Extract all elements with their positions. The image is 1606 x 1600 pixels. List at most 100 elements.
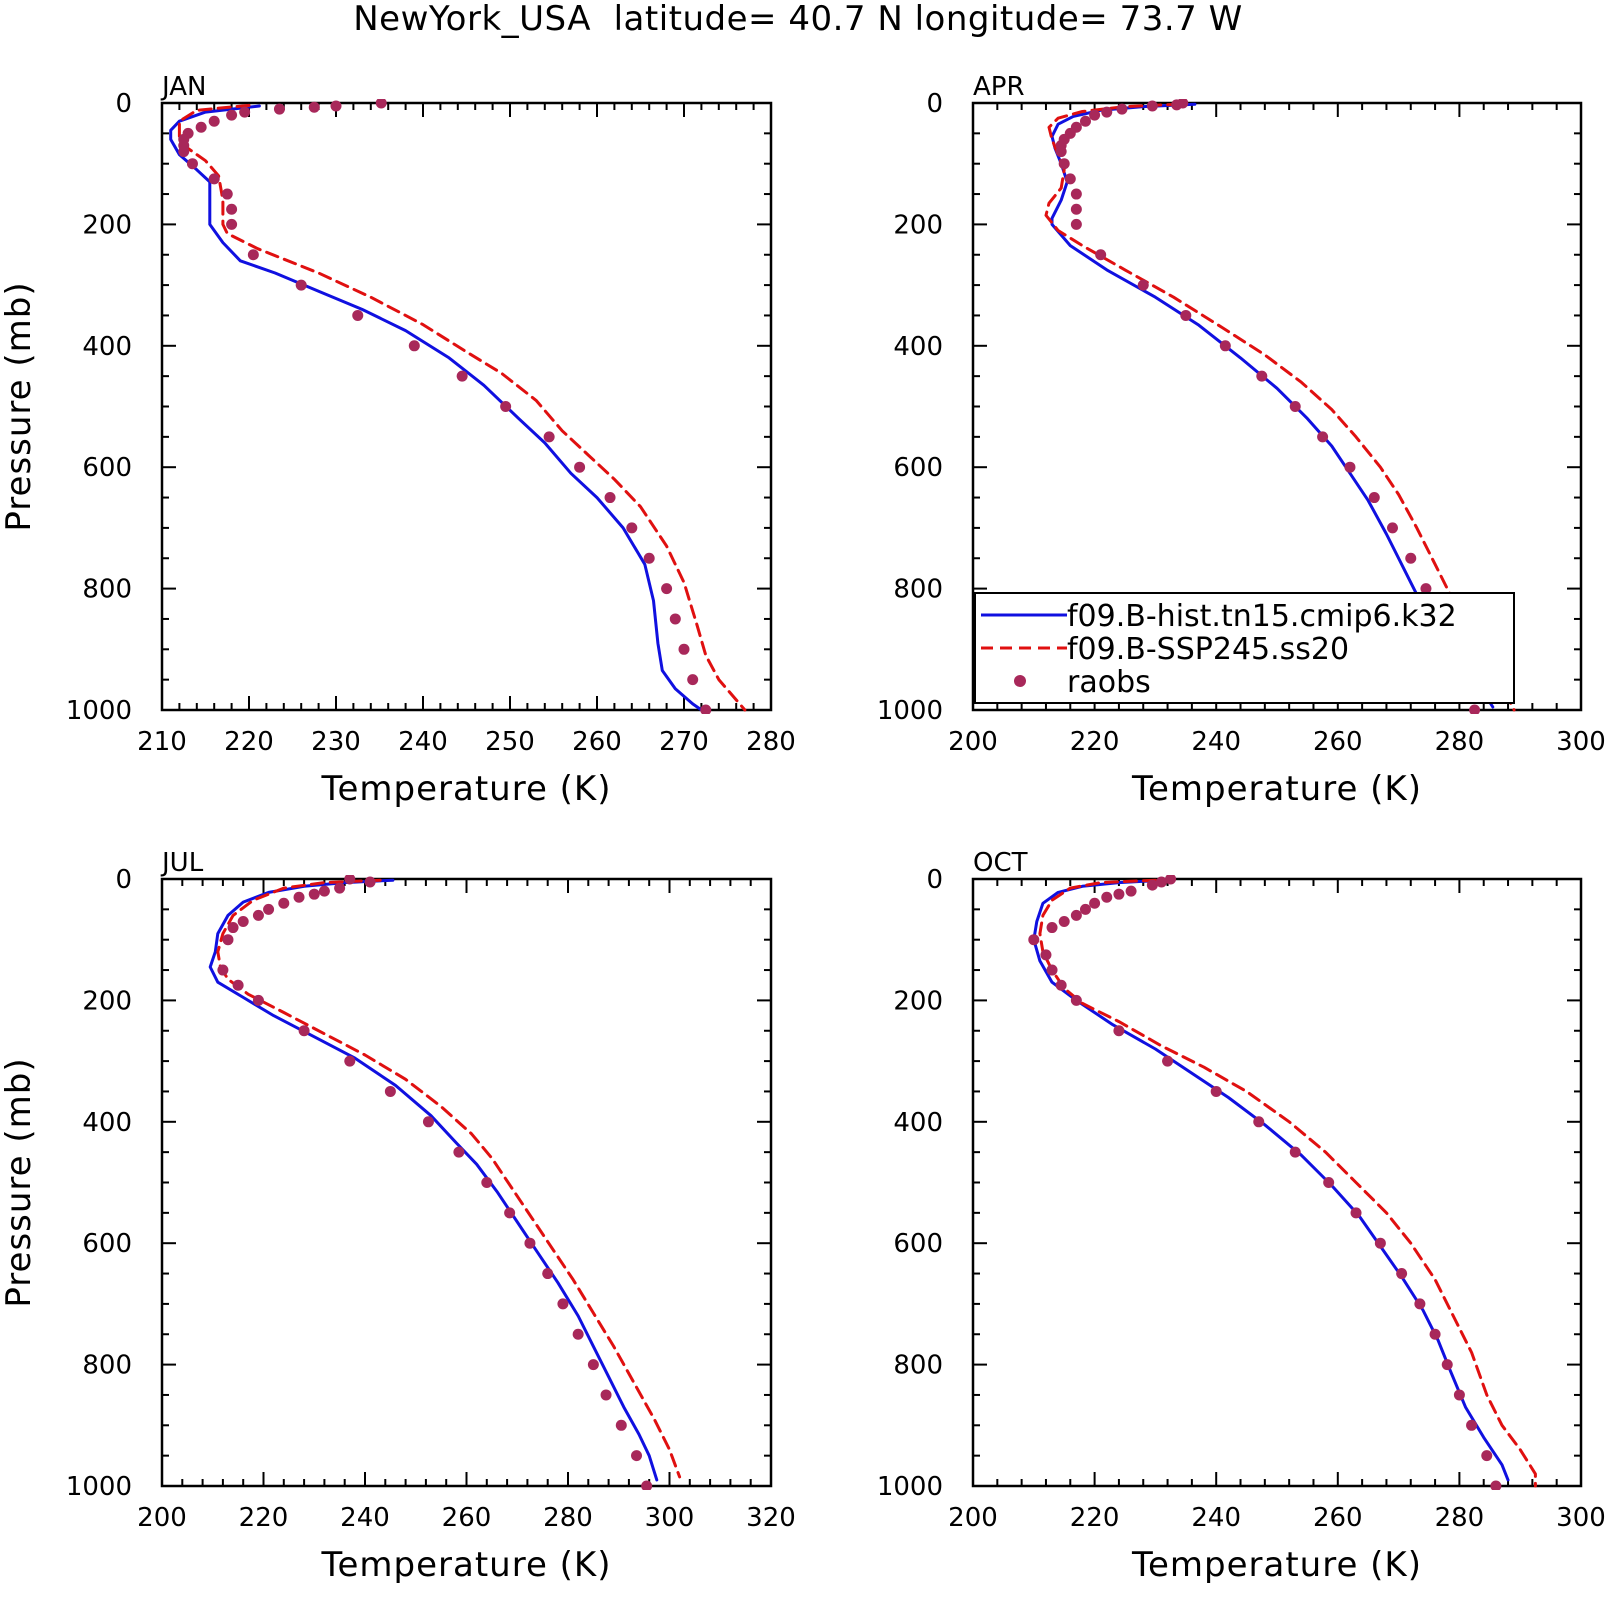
panel-apr: APR 200 220 240 260 280 300 0 200 400 600 800 1000 Te… bbox=[877, 72, 1606, 809]
x-tick-label: 200 bbox=[948, 727, 998, 757]
y-tick-label: 1000 bbox=[877, 696, 943, 726]
y-tick-label: 0 bbox=[926, 89, 943, 119]
y-tick-label: 800 bbox=[893, 575, 943, 605]
raobs-point bbox=[1481, 1450, 1492, 1461]
x-tick-label: 250 bbox=[485, 727, 535, 757]
raobs-point bbox=[209, 116, 220, 127]
raobs-point bbox=[1351, 1207, 1362, 1218]
raobs-point bbox=[423, 1116, 434, 1127]
y-tick-label: 600 bbox=[893, 453, 943, 483]
raobs-point bbox=[1126, 886, 1137, 897]
raobs-point bbox=[1256, 371, 1267, 382]
raobs-point bbox=[228, 922, 239, 933]
y-tick-label: 800 bbox=[82, 1351, 132, 1381]
x-tick-label: 220 bbox=[1070, 1503, 1120, 1533]
raobs-point bbox=[352, 310, 363, 321]
raobs-point bbox=[1220, 340, 1231, 351]
legend-label: f09.B-hist.tn15.cmip6.k32 bbox=[1067, 599, 1457, 634]
panel-label: OCT bbox=[973, 848, 1028, 878]
y-tick-label: 400 bbox=[893, 332, 943, 362]
raobs-point bbox=[616, 1420, 627, 1431]
legend-marker bbox=[1014, 675, 1026, 687]
raobs-point bbox=[631, 1450, 642, 1461]
x-tick-label: 260 bbox=[572, 727, 622, 757]
hist-line bbox=[171, 106, 706, 713]
raobs-point bbox=[1071, 995, 1082, 1006]
raobs-point bbox=[187, 158, 198, 169]
y-axis-label: Pressure (mb) bbox=[0, 1057, 39, 1307]
panel-jul: JUL200 220 240 260 280 300 3200200400600800100… bbox=[0, 848, 796, 1585]
raobs-point bbox=[1405, 553, 1416, 564]
raobs-point bbox=[1089, 898, 1100, 909]
raobs-point bbox=[1095, 249, 1106, 260]
raobs-point bbox=[679, 644, 690, 655]
raobs-point bbox=[222, 189, 233, 200]
raobs-point bbox=[263, 904, 274, 915]
y-tick-label: 1000 bbox=[66, 1472, 132, 1502]
x-tick-label: 260 bbox=[1313, 1503, 1363, 1533]
raobs-point bbox=[1442, 1359, 1453, 1370]
plot-frame bbox=[162, 879, 771, 1486]
x-tick-label: 240 bbox=[1191, 727, 1241, 757]
y-tick-label: 200 bbox=[893, 986, 943, 1016]
panel-label: JAN bbox=[160, 72, 206, 102]
x-tick-label: 270 bbox=[659, 727, 709, 757]
x-tick-label: 220 bbox=[239, 1503, 289, 1533]
raobs-point bbox=[1028, 934, 1039, 945]
raobs-point bbox=[178, 146, 189, 157]
raobs-point bbox=[309, 889, 320, 900]
legend-label: raobs bbox=[1067, 665, 1151, 700]
raobs-point bbox=[226, 110, 237, 121]
raobs-point bbox=[481, 1177, 492, 1188]
x-axis-label: Temperature (K) bbox=[1131, 1545, 1422, 1585]
y-tick-label: 800 bbox=[893, 1351, 943, 1381]
raobs-point bbox=[1147, 101, 1158, 112]
raobs-point bbox=[1080, 116, 1091, 127]
panel-jan: JAN 210 220 230 240 250 260 270 280 0 200 400 600 800… bbox=[0, 72, 796, 809]
y-tick-label: 200 bbox=[82, 210, 132, 240]
raobs-point bbox=[687, 674, 698, 685]
x-tick-label: 280 bbox=[543, 1503, 593, 1533]
panels: JAN 210 220 230 240 250 260 270 280 0 200 400 600 800… bbox=[0, 72, 1606, 1585]
raobs-point bbox=[1454, 1389, 1465, 1400]
raobs-point bbox=[1466, 1420, 1477, 1431]
y-tick-label: 400 bbox=[82, 1108, 132, 1138]
x-axis-label: Temperature (K) bbox=[320, 769, 611, 809]
plot-area bbox=[210, 874, 679, 1492]
plot-frame bbox=[973, 879, 1581, 1486]
hist-line bbox=[1034, 880, 1508, 1480]
raobs-point bbox=[1317, 431, 1328, 442]
raobs-point bbox=[500, 401, 511, 412]
plot-area bbox=[171, 98, 745, 716]
raobs-point bbox=[226, 219, 237, 230]
raobs-point bbox=[1089, 110, 1100, 121]
raobs-point bbox=[641, 1481, 652, 1492]
raobs-point bbox=[1162, 1056, 1173, 1067]
raobs-point bbox=[253, 910, 264, 921]
raobs-point bbox=[248, 249, 259, 260]
raobs-point bbox=[700, 705, 711, 716]
y-tick-label: 1000 bbox=[877, 1472, 943, 1502]
raobs-point bbox=[222, 934, 233, 945]
raobs-point bbox=[504, 1207, 515, 1218]
raobs-point bbox=[1396, 1268, 1407, 1279]
raobs-point bbox=[1059, 158, 1070, 169]
x-tick-label: 260 bbox=[1313, 727, 1363, 757]
raobs-point bbox=[239, 107, 250, 118]
raobs-point bbox=[588, 1359, 599, 1370]
y-tick-label: 400 bbox=[82, 332, 132, 362]
raobs-point bbox=[1138, 280, 1149, 291]
raobs-point bbox=[196, 122, 207, 133]
raobs-point bbox=[1056, 980, 1067, 991]
raobs-point bbox=[331, 101, 342, 112]
raobs-point bbox=[1490, 1481, 1501, 1492]
raobs-point bbox=[1414, 1298, 1425, 1309]
x-axis-label: Temperature (K) bbox=[320, 1545, 611, 1585]
raobs-point bbox=[209, 173, 220, 184]
x-tick-label: 240 bbox=[1191, 1503, 1241, 1533]
raobs-point bbox=[1056, 146, 1067, 157]
hist-line bbox=[210, 880, 657, 1480]
raobs-point bbox=[409, 340, 420, 351]
raobs-point bbox=[1071, 204, 1082, 215]
raobs-point bbox=[1071, 219, 1082, 230]
